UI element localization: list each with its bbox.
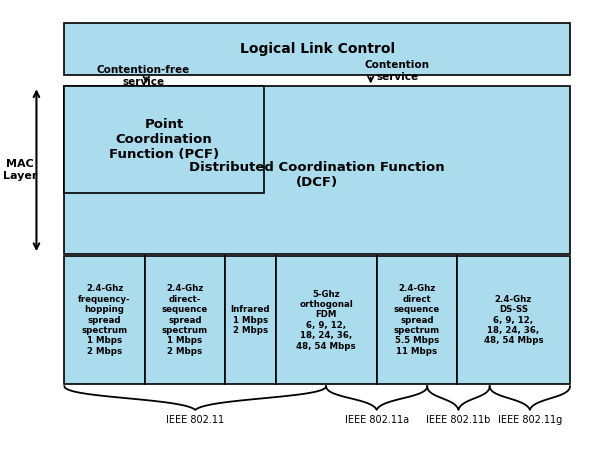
FancyBboxPatch shape: [457, 256, 570, 384]
Text: MAC
Layer: MAC Layer: [2, 160, 37, 181]
FancyBboxPatch shape: [65, 86, 264, 193]
FancyBboxPatch shape: [276, 256, 376, 384]
Text: Point
Coordination
Function (PCF): Point Coordination Function (PCF): [109, 118, 219, 161]
FancyBboxPatch shape: [65, 23, 570, 75]
Text: Contention
service: Contention service: [365, 60, 430, 82]
Text: IEEE 802.11b: IEEE 802.11b: [426, 415, 490, 425]
FancyBboxPatch shape: [225, 256, 276, 384]
Text: 2.4-Ghz
frequency-
hopping
spread
spectrum
1 Mbps
2 Mbps: 2.4-Ghz frequency- hopping spread spectr…: [78, 285, 131, 356]
Text: 5-Ghz
orthogonal
FDM
6, 9, 12,
18, 24, 36,
48, 54 Mbps: 5-Ghz orthogonal FDM 6, 9, 12, 18, 24, 3…: [296, 290, 356, 351]
FancyBboxPatch shape: [145, 256, 225, 384]
Text: Logical Link Control: Logical Link Control: [240, 42, 395, 56]
FancyBboxPatch shape: [65, 86, 570, 254]
Text: IEEE 802.11: IEEE 802.11: [166, 415, 224, 425]
Text: Contention-free
service: Contention-free service: [96, 65, 190, 86]
FancyBboxPatch shape: [376, 256, 457, 384]
Text: IEEE 802.11a: IEEE 802.11a: [345, 415, 409, 425]
Text: Distributed Coordination Function
(DCF): Distributed Coordination Function (DCF): [189, 161, 445, 189]
Text: IEEE 802.11g: IEEE 802.11g: [498, 415, 562, 425]
Text: 2.4-Ghz
direct
sequence
spread
spectrum
5.5 Mbps
11 Mbps: 2.4-Ghz direct sequence spread spectrum …: [393, 285, 440, 356]
Text: Infrared
1 Mbps
2 Mbps: Infrared 1 Mbps 2 Mbps: [231, 305, 270, 335]
FancyBboxPatch shape: [65, 256, 145, 384]
Text: 2.4-Ghz
direct-
sequence
spread
spectrum
1 Mbps
2 Mbps: 2.4-Ghz direct- sequence spread spectrum…: [162, 285, 208, 356]
Text: 2.4-Ghz
DS-SS
6, 9, 12,
18, 24, 36,
48, 54 Mbps: 2.4-Ghz DS-SS 6, 9, 12, 18, 24, 36, 48, …: [484, 295, 544, 345]
